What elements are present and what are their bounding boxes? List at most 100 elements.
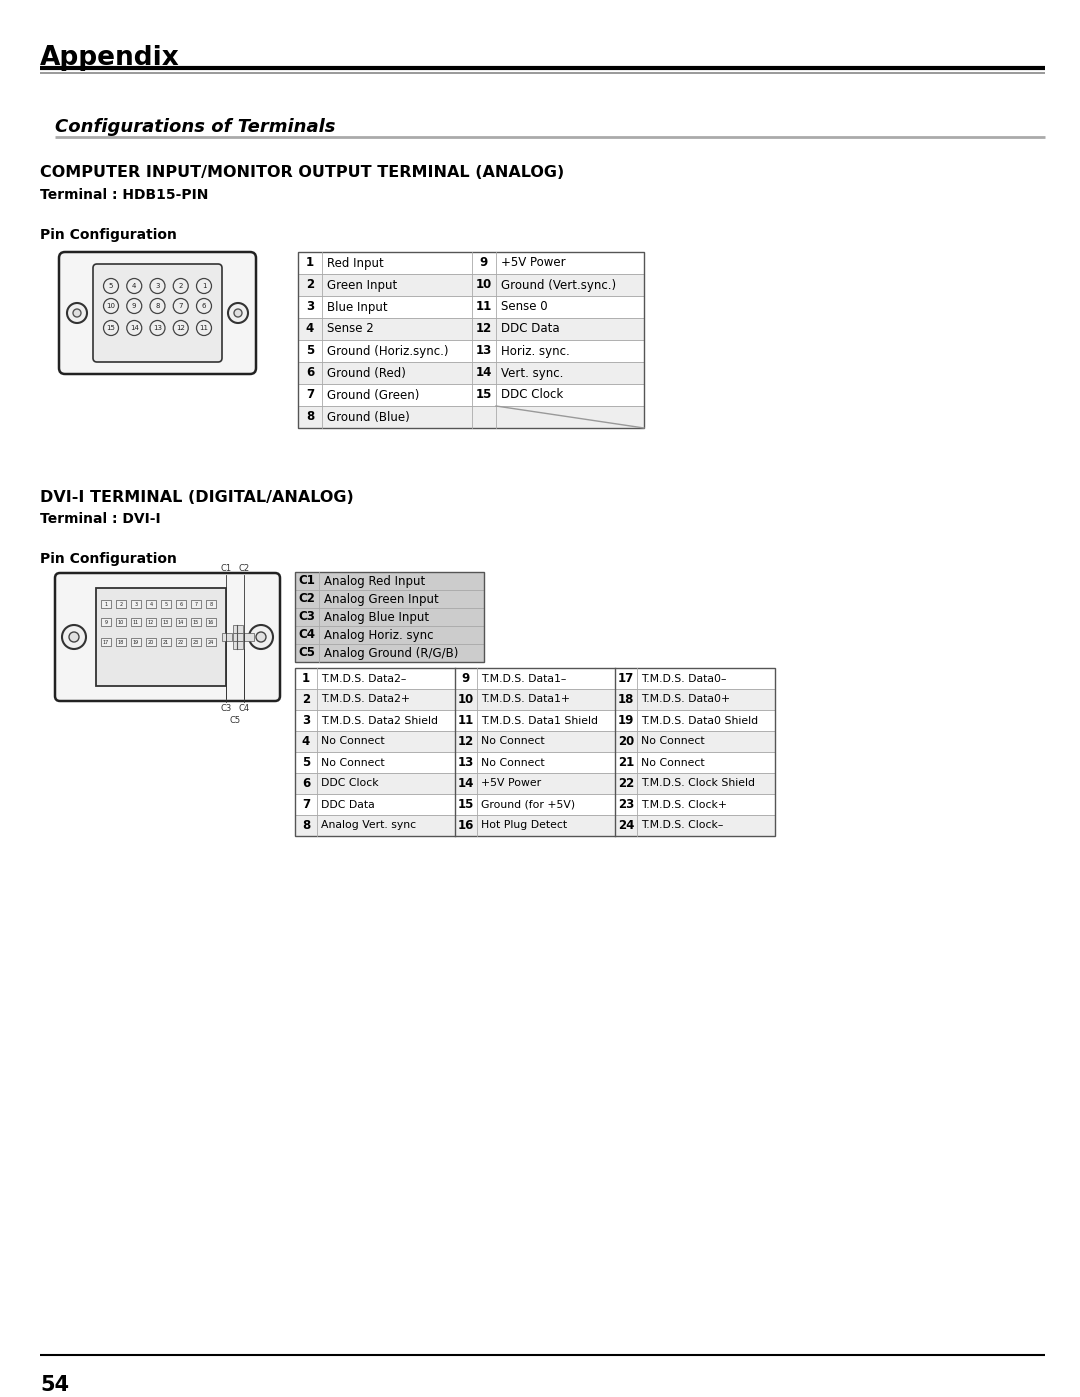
Bar	[298, 362, 644, 384]
Bar	[455, 752, 615, 773]
Text: 15: 15	[458, 798, 474, 812]
Text: 22: 22	[178, 640, 184, 644]
Text: C4: C4	[239, 704, 249, 712]
Circle shape	[126, 320, 141, 335]
Circle shape	[197, 278, 212, 293]
Bar	[295, 644, 484, 662]
Text: Hot Plug Detect: Hot Plug Detect	[481, 820, 567, 830]
Text: 20: 20	[148, 640, 154, 644]
Text: Sense 2: Sense 2	[327, 323, 374, 335]
Text: 6: 6	[306, 366, 314, 380]
Text: Terminal : DVI-I: Terminal : DVI-I	[40, 511, 161, 527]
Text: 12: 12	[176, 326, 185, 331]
Bar	[102, 638, 111, 645]
Text: 12: 12	[476, 323, 492, 335]
Bar	[295, 668, 775, 835]
Text: 13: 13	[163, 619, 170, 624]
Bar	[298, 339, 644, 362]
Text: 2: 2	[120, 602, 122, 606]
Bar	[298, 384, 644, 407]
Bar	[455, 814, 615, 835]
Bar	[615, 814, 775, 835]
Text: 6: 6	[302, 777, 310, 789]
Text: T.M.D.S. Data1 Shield: T.M.D.S. Data1 Shield	[481, 715, 598, 725]
Text: Blue Input: Blue Input	[327, 300, 388, 313]
Text: 7: 7	[178, 303, 183, 309]
Text: Ground (Green): Ground (Green)	[327, 388, 419, 401]
Bar	[233, 633, 243, 641]
Bar	[116, 617, 126, 626]
Text: DDC Data: DDC Data	[501, 323, 559, 335]
Bar	[455, 710, 615, 731]
Text: 9: 9	[480, 257, 488, 270]
Bar	[615, 752, 775, 773]
Text: 16: 16	[207, 619, 214, 624]
Text: 11: 11	[133, 619, 139, 624]
Text: 13: 13	[153, 326, 162, 331]
Text: 9: 9	[132, 303, 136, 309]
Text: T.M.D.S. Data0 Shield: T.M.D.S. Data0 Shield	[642, 715, 758, 725]
Bar	[233, 641, 243, 650]
Text: 10: 10	[107, 303, 116, 309]
Text: No Connect: No Connect	[642, 757, 704, 767]
Text: 5: 5	[302, 756, 310, 768]
Bar	[191, 599, 201, 608]
Bar	[615, 668, 775, 689]
Text: 11: 11	[200, 326, 208, 331]
Bar	[161, 599, 171, 608]
Circle shape	[173, 299, 188, 313]
Text: Analog Vert. sync: Analog Vert. sync	[321, 820, 416, 830]
Bar	[191, 638, 201, 645]
Text: T.M.D.S. Clock+: T.M.D.S. Clock+	[642, 799, 727, 809]
Bar	[146, 638, 156, 645]
Bar	[206, 617, 216, 626]
Text: 21: 21	[618, 756, 634, 768]
Bar	[298, 251, 644, 427]
Text: Pin Configuration: Pin Configuration	[40, 228, 177, 242]
Text: 13: 13	[458, 756, 474, 768]
Bar	[295, 773, 455, 793]
Text: 22: 22	[618, 777, 634, 789]
Bar	[615, 773, 775, 793]
Bar	[295, 668, 455, 689]
Text: 1: 1	[202, 284, 206, 289]
Text: Analog Red Input: Analog Red Input	[324, 574, 426, 588]
Circle shape	[256, 631, 266, 643]
Bar	[615, 731, 775, 752]
Bar	[116, 638, 126, 645]
FancyBboxPatch shape	[55, 573, 280, 701]
Text: 6: 6	[202, 303, 206, 309]
Text: T.M.D.S. Data0+: T.M.D.S. Data0+	[642, 694, 730, 704]
Text: T.M.D.S. Data0–: T.M.D.S. Data0–	[642, 673, 727, 683]
Text: Green Input: Green Input	[327, 278, 397, 292]
Circle shape	[173, 278, 188, 293]
Bar	[191, 617, 201, 626]
Text: Ground (Blue): Ground (Blue)	[327, 411, 409, 423]
Text: T.M.D.S. Clock Shield: T.M.D.S. Clock Shield	[642, 778, 755, 788]
Text: Ground (Vert.sync.): Ground (Vert.sync.)	[501, 278, 616, 292]
Text: 18: 18	[118, 640, 124, 644]
Bar	[176, 617, 186, 626]
Text: +5V Power: +5V Power	[481, 778, 541, 788]
Circle shape	[150, 278, 165, 293]
Text: T.M.D.S. Data1+: T.M.D.S. Data1+	[481, 694, 570, 704]
Text: Vert. sync.: Vert. sync.	[501, 366, 564, 380]
Bar	[295, 752, 455, 773]
Text: 16: 16	[458, 819, 474, 833]
Bar	[146, 599, 156, 608]
Text: Pin Configuration: Pin Configuration	[40, 552, 177, 566]
Circle shape	[173, 320, 188, 335]
Circle shape	[73, 309, 81, 317]
Text: 12: 12	[148, 619, 154, 624]
Text: No Connect: No Connect	[321, 757, 384, 767]
Text: 23: 23	[193, 640, 199, 644]
Bar	[244, 633, 254, 641]
Circle shape	[249, 624, 273, 650]
Text: 1: 1	[105, 602, 108, 606]
Text: COMPUTER INPUT/MONITOR OUTPUT TERMINAL (ANALOG): COMPUTER INPUT/MONITOR OUTPUT TERMINAL (…	[40, 165, 564, 180]
Text: +5V Power: +5V Power	[501, 257, 566, 270]
Text: 8: 8	[156, 303, 160, 309]
Text: No Connect: No Connect	[481, 757, 544, 767]
Text: T.M.D.S. Data1–: T.M.D.S. Data1–	[481, 673, 566, 683]
Circle shape	[62, 624, 86, 650]
